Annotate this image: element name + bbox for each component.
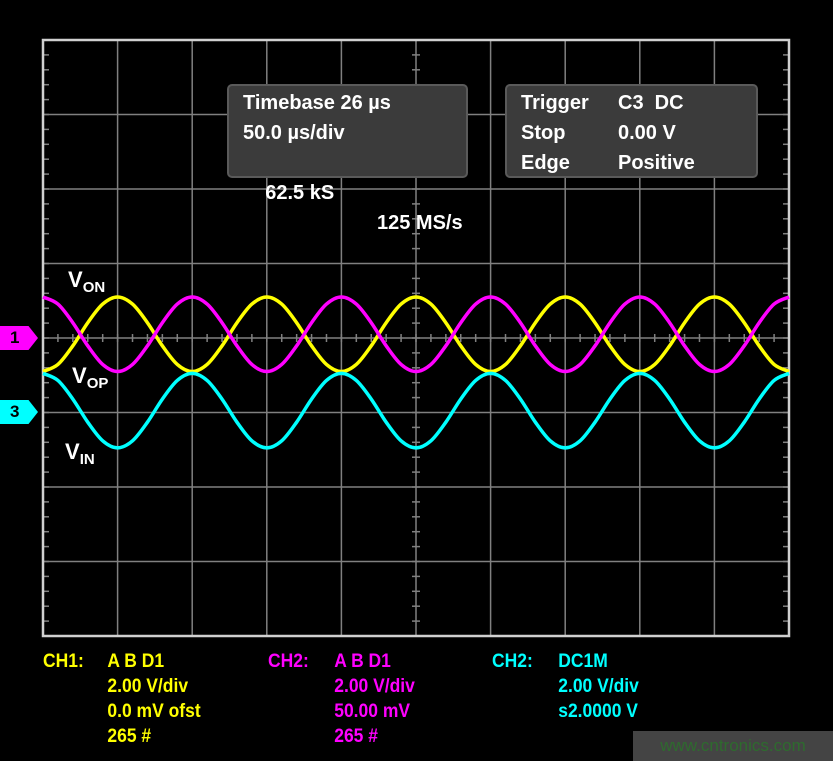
channel-count: 265 #: [107, 726, 152, 747]
channel-title: CH2:: [268, 651, 309, 672]
graticule-border: [41, 38, 791, 638]
trace-vop: [42, 295, 790, 374]
channel-offset: 0.0 mV ofst: [107, 701, 201, 722]
timebase-info-box: Timebase 26 µs 50.0 µs/div 62.5 kS 125 M…: [227, 84, 468, 234]
channel-mode: DC1M: [558, 651, 608, 672]
trigger-edge: Positive: [618, 152, 695, 174]
timebase-value: Timebase 26 µs: [243, 92, 391, 114]
sample-rate: 125 MS/s: [377, 212, 463, 234]
channel-count: 265 #: [334, 726, 378, 747]
trace-von: [42, 295, 790, 374]
channel-offset: 50.00 mV: [334, 701, 411, 722]
sample-count: 62.5 kS: [265, 182, 335, 204]
channel-scale: 2.00 V/div: [334, 676, 415, 697]
trace-label-von: VON: [68, 267, 106, 296]
trace-label-vin: VIN: [65, 439, 95, 468]
channel-scale: 2.00 V/div: [107, 676, 189, 697]
trigger-source: C3 DC: [618, 92, 684, 114]
edge-label: Edge: [521, 152, 570, 174]
trigger-info-box: Trigger C3 DC Stop 0.00 V Edge Positive: [505, 84, 758, 178]
channel-3-ground-marker[interactable]: 3: [0, 400, 38, 424]
trace-vin: [42, 371, 790, 450]
channel-offset: s2.0000 V: [558, 701, 638, 722]
trace-label-vop: VOP: [72, 363, 109, 392]
stop-label: Stop: [521, 122, 566, 144]
trigger-level: 0.00 V: [618, 122, 676, 144]
time-per-div: 50.0 µs/div: [243, 122, 345, 144]
watermark: www.cntronics.com: [633, 731, 833, 761]
channel-title: CH1:: [43, 651, 84, 672]
trigger-label: Trigger: [521, 92, 589, 114]
channel-mode: A B D1: [334, 651, 391, 672]
channel-scale: 2.00 V/div: [558, 676, 639, 697]
channel-title: CH2:: [492, 651, 533, 672]
channel-1-ground-marker[interactable]: 1: [0, 326, 38, 350]
channel-mode: A B D1: [107, 651, 165, 672]
